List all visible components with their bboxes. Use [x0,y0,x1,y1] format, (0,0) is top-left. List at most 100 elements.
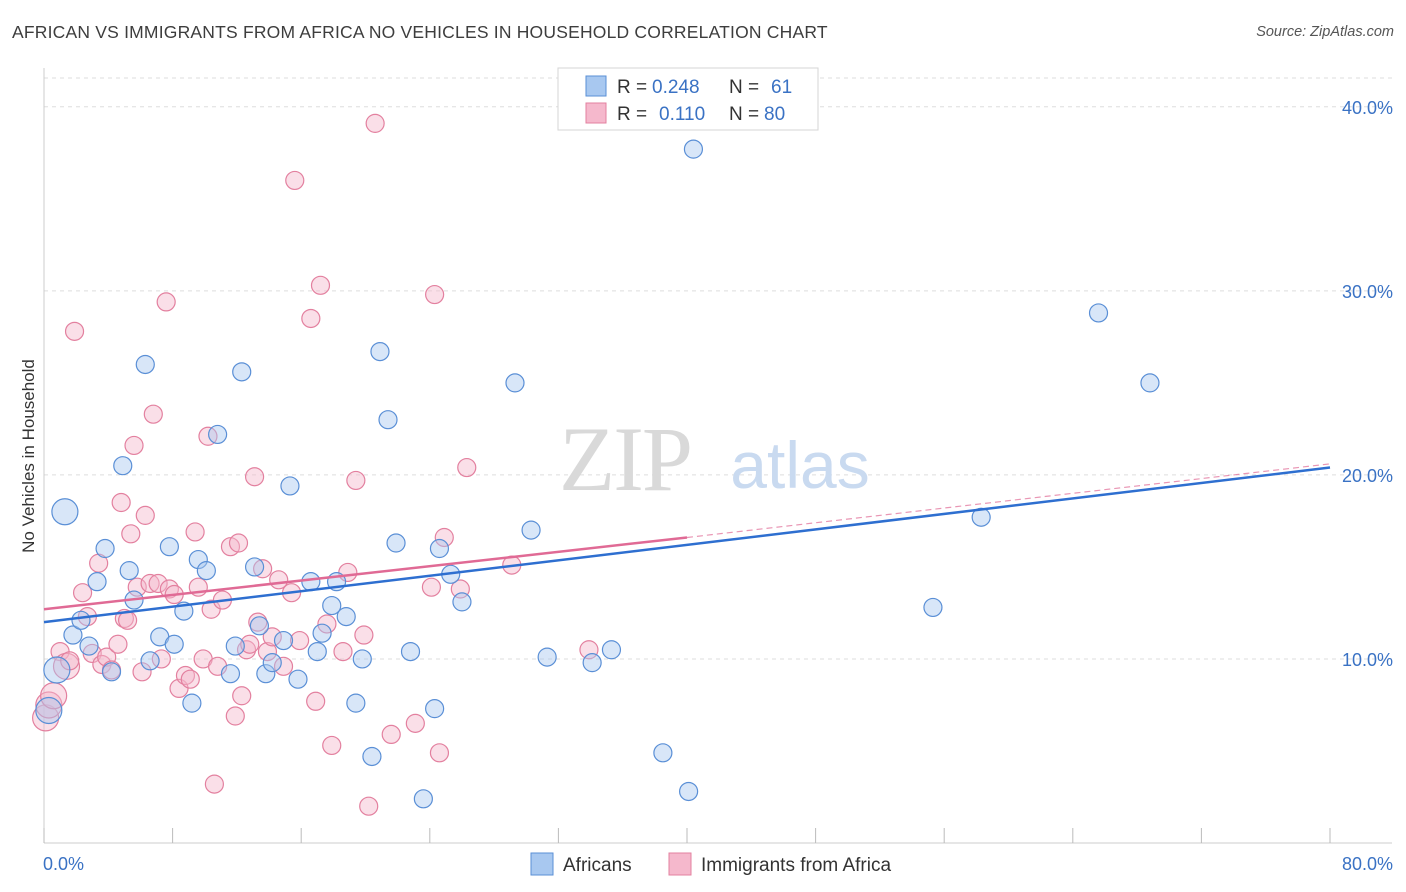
africans-point [101,662,122,682]
africans-point [225,636,245,656]
immigrants-point [322,735,342,756]
africans-point [188,549,208,570]
immigrants-point [354,625,374,645]
africans-point [182,693,202,713]
bottom-legend-immigrants: Immigrants from Africa [701,855,891,876]
series-immigrants-points [32,113,599,816]
africans-point [386,533,406,553]
immigrants-point [301,308,321,329]
africans-point [413,789,433,809]
africans-point [196,561,216,581]
immigrants-point [198,426,218,446]
africans-point [923,597,943,618]
immigrants-point [180,669,200,689]
immigrants-point [244,467,265,487]
africans-point [1140,373,1160,393]
watermark-atlas: atlas [730,428,869,502]
africans-point [113,456,133,476]
africans-point [336,607,356,627]
immigrants-point [240,634,260,654]
immigrants-point [365,113,385,133]
immigrants-point [381,724,401,745]
legend-swatch-africans [585,75,607,97]
immigrants-point [97,647,117,667]
africans-point [273,630,294,651]
immigrants-point [228,533,249,553]
immigrants-point [457,457,477,478]
immigrants-point [143,404,163,424]
africans-point [51,498,79,526]
immigrants-point [72,583,93,603]
legend-immigrants-r-label: R = [617,104,647,125]
immigrants-point [429,743,450,763]
immigrants-point [421,577,442,597]
africans-point [1088,303,1109,323]
immigrants-point [64,321,85,341]
africans-point [71,610,91,630]
africans-point [653,743,673,763]
x-tick-label-min: 0.0% [43,854,84,874]
legend-africans-r-value: 0.248 [652,77,700,98]
africans-point [301,572,321,592]
africans-point [346,693,366,713]
africans-point [220,664,241,684]
y-axis-title: No Vehicles in Household [19,359,38,553]
immigrants-point [310,275,331,295]
immigrants-point [434,527,454,548]
immigrants-point [425,284,445,305]
immigrants-point [317,614,337,634]
immigrants-point [333,641,353,662]
africans-point [452,592,472,612]
immigrants-point [111,492,131,513]
source-credit: Source: ZipAtlas.com [1256,24,1394,40]
legend-africans-r-label: R = [617,77,647,98]
watermark-zip: ZIP [559,408,691,510]
africans-point [400,641,421,662]
bottom-legend-swatch-africans [530,852,554,876]
immigrants-point [405,713,425,733]
y-tick-label: 10.0% [1342,650,1393,670]
immigrants-point [204,774,224,794]
bottom-legend-swatch-immigrants [668,852,692,876]
immigrants-point [185,522,205,542]
africans-point [425,699,445,719]
africans-point [312,623,332,643]
africans-point [208,424,228,445]
africans-point [35,696,63,725]
legend-immigrants-n-value: 80 [764,104,785,125]
africans-point [429,538,450,559]
immigrants-point [285,170,305,191]
immigrants-point [306,691,326,711]
immigrants-point [132,662,152,682]
africans-point [256,664,276,684]
immigrants-point [108,634,128,654]
legend-immigrants-n-label: N = [729,104,759,125]
immigrants-point [225,706,245,726]
africans-point [582,653,602,673]
africans-point [159,537,179,557]
africans-point [119,561,139,581]
africans-point [679,781,699,802]
africans-point [244,557,265,577]
africans-point [352,649,372,669]
africans-point [322,595,342,616]
legend-africans-n-label: N = [729,77,759,98]
africans-point [683,139,704,159]
africans-point [378,410,398,430]
immigrants-point [140,573,160,594]
africans-point [307,641,327,662]
africans-point [232,362,252,382]
legend-africans-n-value: 61 [771,77,792,98]
africans-point [95,538,115,559]
africans-point [505,373,525,393]
y-tick-label: 30.0% [1342,282,1393,302]
legend: R = 0.248 N = 61 R = 0.110 N = 80 [557,67,819,131]
x-tick-label-max: 80.0% [1342,854,1393,874]
africans-trend-line [43,466,1331,624]
series-africans-points [35,139,1160,809]
immigrants-point [135,505,155,525]
immigrants-point [262,627,282,647]
immigrants-trend-extension [686,463,1331,539]
immigrants-point [156,292,176,312]
